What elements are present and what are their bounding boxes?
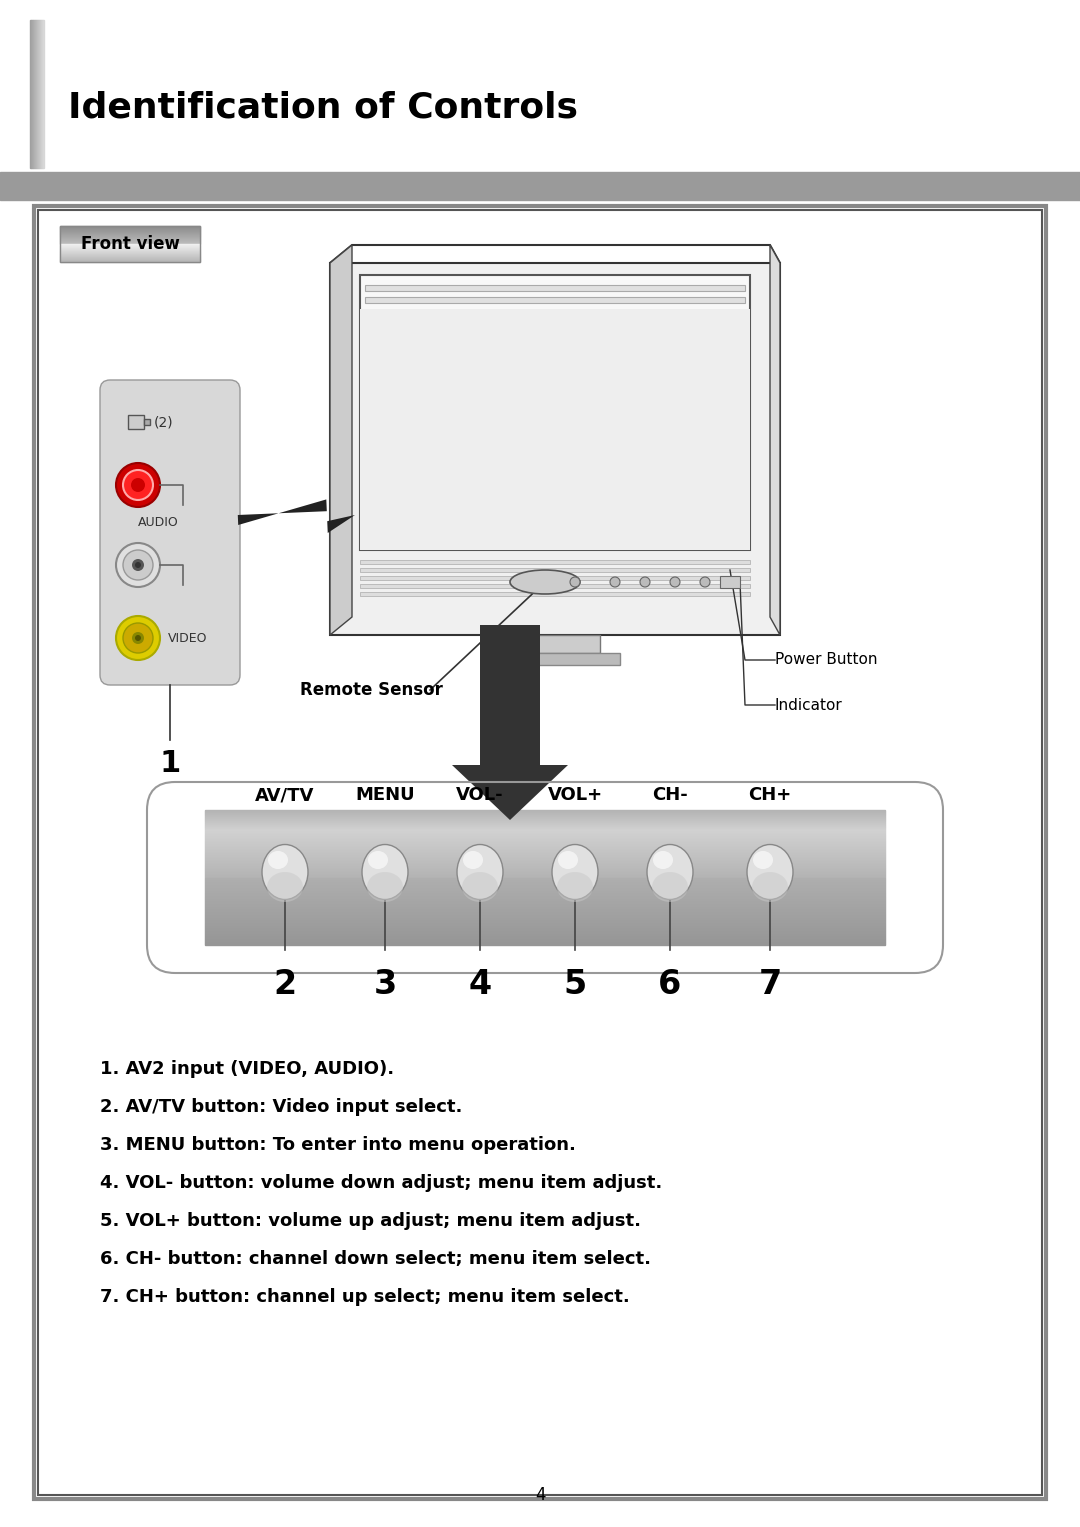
Ellipse shape — [367, 872, 403, 902]
Circle shape — [670, 577, 680, 586]
Ellipse shape — [557, 872, 593, 902]
Circle shape — [640, 577, 650, 586]
Ellipse shape — [268, 851, 288, 869]
Ellipse shape — [267, 872, 303, 902]
Text: 3. MENU button: To enter into menu operation.: 3. MENU button: To enter into menu opera… — [100, 1136, 576, 1154]
Ellipse shape — [368, 851, 388, 869]
Text: 3: 3 — [374, 968, 396, 1002]
Circle shape — [135, 635, 141, 641]
Text: 4: 4 — [535, 1486, 545, 1504]
Bar — [0, 173, 1080, 200]
Text: 5: 5 — [564, 968, 586, 1002]
Ellipse shape — [463, 851, 483, 869]
Text: Power Button: Power Button — [775, 652, 877, 667]
Text: Remote Sensor: Remote Sensor — [300, 681, 443, 699]
Bar — [144, 418, 150, 425]
Text: 6. CH- button: channel down select; menu item select.: 6. CH- button: channel down select; menu… — [100, 1251, 651, 1267]
Polygon shape — [770, 244, 780, 635]
Polygon shape — [453, 765, 568, 820]
Text: 4: 4 — [469, 968, 491, 1002]
Circle shape — [135, 562, 141, 568]
Bar — [38, 211, 1042, 1495]
Bar — [360, 583, 750, 588]
Bar — [60, 226, 200, 263]
Circle shape — [123, 470, 153, 499]
Text: (2): (2) — [154, 415, 174, 429]
FancyBboxPatch shape — [100, 380, 240, 686]
Circle shape — [116, 615, 160, 660]
Text: CH-: CH- — [652, 786, 688, 805]
Text: 6: 6 — [659, 968, 681, 1002]
Ellipse shape — [647, 844, 693, 899]
Text: VOL+: VOL+ — [548, 786, 603, 805]
Ellipse shape — [362, 844, 408, 899]
Text: 2. AV/TV button: Video input select.: 2. AV/TV button: Video input select. — [100, 1098, 462, 1116]
Text: 7. CH+ button: channel up select; menu item select.: 7. CH+ button: channel up select; menu i… — [100, 1287, 630, 1306]
Circle shape — [116, 463, 160, 507]
Ellipse shape — [747, 844, 793, 899]
Ellipse shape — [752, 872, 788, 902]
Bar — [33, 206, 1047, 1500]
Circle shape — [123, 550, 153, 580]
Ellipse shape — [552, 844, 598, 899]
Bar — [360, 576, 750, 580]
Ellipse shape — [558, 851, 578, 869]
Bar — [365, 296, 745, 302]
Text: Front view: Front view — [81, 235, 179, 253]
Ellipse shape — [753, 851, 773, 869]
Text: AV/TV: AV/TV — [255, 786, 314, 805]
Ellipse shape — [462, 872, 498, 902]
Bar — [360, 560, 750, 563]
Text: 2: 2 — [273, 968, 297, 1002]
Ellipse shape — [262, 844, 308, 899]
Bar — [720, 576, 740, 588]
Bar — [360, 568, 750, 573]
Bar — [360, 592, 750, 596]
Bar — [510, 635, 600, 654]
Bar — [360, 308, 750, 550]
Text: 1: 1 — [160, 748, 180, 777]
Circle shape — [570, 577, 580, 586]
Circle shape — [700, 577, 710, 586]
Text: 5. VOL+ button: volume up adjust; menu item adjust.: 5. VOL+ button: volume up adjust; menu i… — [100, 1212, 642, 1231]
Text: 1. AV2 input (VIDEO, AUDIO).: 1. AV2 input (VIDEO, AUDIO). — [100, 1060, 394, 1078]
Circle shape — [131, 478, 145, 492]
Bar — [330, 263, 780, 635]
Circle shape — [610, 577, 620, 586]
Ellipse shape — [653, 851, 673, 869]
Text: VIDEO: VIDEO — [168, 632, 207, 644]
Text: 4. VOL- button: volume down adjust; menu item adjust.: 4. VOL- button: volume down adjust; menu… — [100, 1174, 662, 1193]
Ellipse shape — [652, 872, 688, 902]
Text: CH+: CH+ — [748, 786, 792, 805]
Text: Identification of Controls: Identification of Controls — [68, 92, 578, 125]
Bar — [490, 654, 620, 664]
Polygon shape — [330, 244, 352, 635]
Text: MENU: MENU — [355, 786, 415, 805]
Bar — [360, 275, 750, 550]
Circle shape — [132, 559, 144, 571]
Bar — [365, 286, 745, 292]
Ellipse shape — [457, 844, 503, 899]
Text: AUDIO: AUDIO — [137, 516, 178, 530]
Circle shape — [116, 544, 160, 586]
Text: Indicator: Indicator — [775, 698, 842, 713]
Text: 7: 7 — [758, 968, 782, 1002]
Circle shape — [123, 623, 153, 654]
Ellipse shape — [510, 570, 580, 594]
Polygon shape — [238, 499, 355, 533]
Circle shape — [132, 632, 144, 644]
Bar — [480, 625, 540, 765]
Text: VOL-: VOL- — [456, 786, 503, 805]
Bar — [129, 415, 144, 429]
